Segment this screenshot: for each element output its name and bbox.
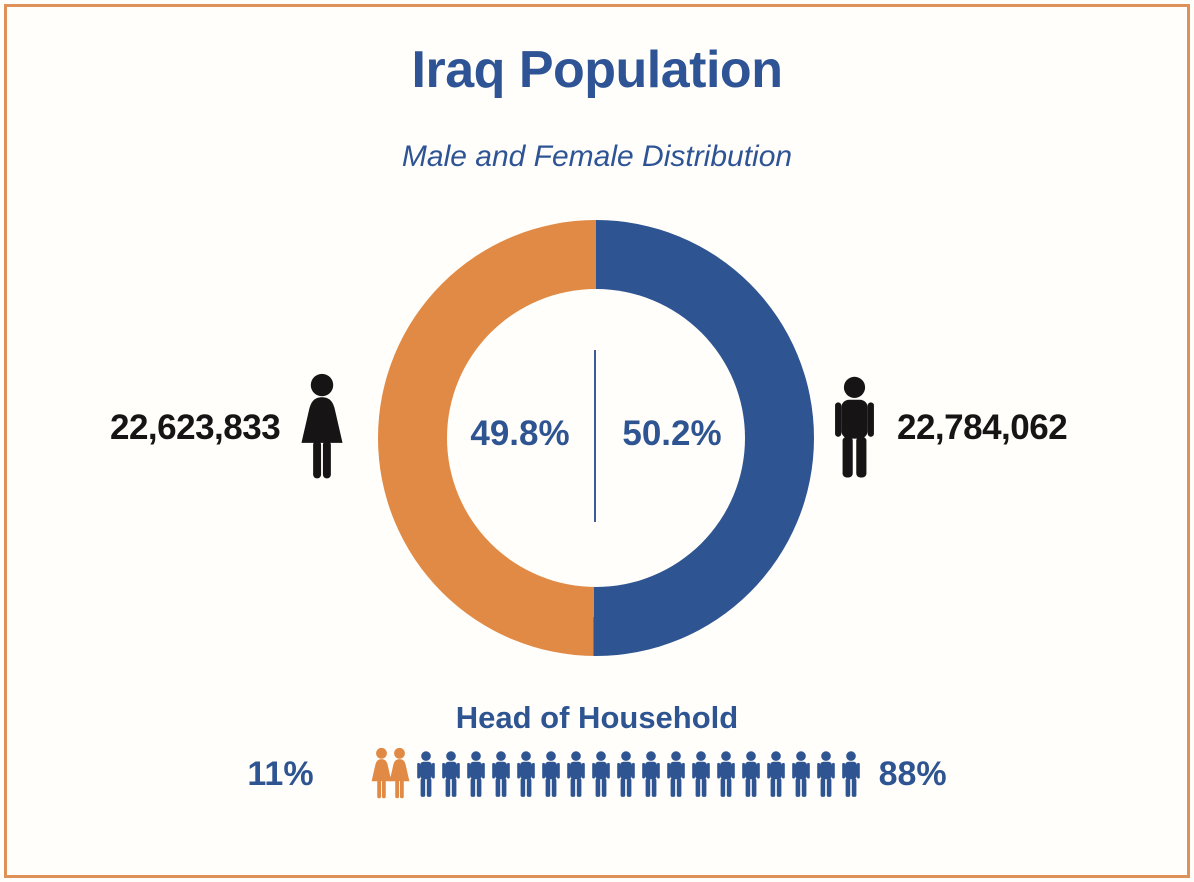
- female-hoh-percent: 11%: [247, 754, 314, 793]
- pictogram-icons: [368, 742, 863, 806]
- male-person-icon: [691, 751, 710, 797]
- page-title: Iraq Population: [411, 41, 783, 99]
- male-person-icon: [766, 751, 785, 797]
- female-person-icon: [301, 373, 343, 479]
- male-person-icon: [841, 751, 860, 797]
- gender-donut-chart: 49.8% 50.2%: [378, 220, 814, 656]
- male-person-icon: [835, 376, 874, 478]
- female-icon: [294, 372, 350, 484]
- male-person-icon: [741, 751, 760, 797]
- male-icon: [828, 372, 881, 484]
- male-person-icon: [591, 751, 610, 797]
- center-divider-line: [594, 350, 596, 522]
- male-person-icon: [816, 751, 835, 797]
- female-total-group: 22,623,833: [110, 370, 350, 486]
- female-person-icon: [389, 747, 409, 799]
- female-percent-label: 49.8%: [470, 414, 570, 453]
- female-count: 22,623,833: [110, 408, 281, 447]
- male-person-icon: [666, 751, 685, 797]
- male-person-icon: [416, 751, 435, 797]
- donut-hole: [447, 289, 745, 587]
- male-person-icon: [716, 751, 735, 797]
- page-subtitle: Male and Female Distribution: [401, 140, 793, 173]
- male-person-icon: [566, 751, 585, 797]
- male-percent-label: 50.2%: [622, 414, 722, 453]
- male-person-icon: [641, 751, 660, 797]
- female-person-icon: [371, 747, 391, 799]
- head-of-household-title: Head of Household: [455, 700, 739, 735]
- male-person-icon: [791, 751, 810, 797]
- male-person-icon: [466, 751, 485, 797]
- male-total-group: 22,784,062: [828, 370, 1068, 486]
- male-person-icon: [516, 751, 535, 797]
- male-person-icon: [616, 751, 635, 797]
- male-person-icon: [541, 751, 560, 797]
- male-person-icon: [441, 751, 460, 797]
- head-of-household-pictogram: 11% 88%: [0, 742, 1194, 806]
- male-hoh-percent: 88%: [878, 754, 947, 793]
- male-person-icon: [491, 751, 510, 797]
- male-count: 22,784,062: [897, 408, 1068, 447]
